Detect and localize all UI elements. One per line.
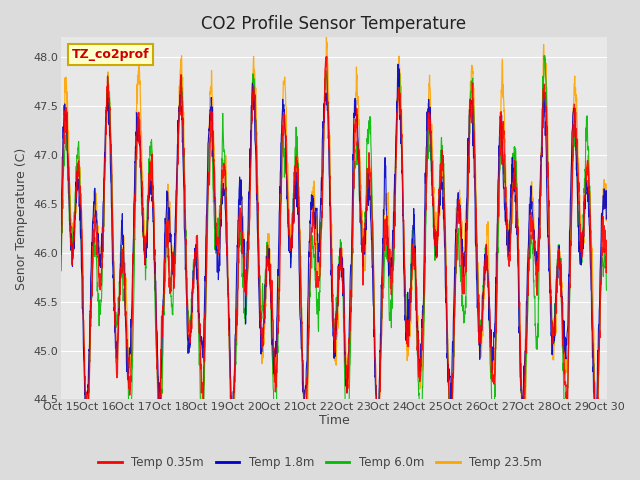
Y-axis label: Senor Temperature (C): Senor Temperature (C) <box>15 147 28 289</box>
Text: TZ_co2prof: TZ_co2prof <box>72 48 150 61</box>
X-axis label: Time: Time <box>319 414 349 427</box>
Title: CO2 Profile Sensor Temperature: CO2 Profile Sensor Temperature <box>202 15 467 33</box>
Legend: Temp 0.35m, Temp 1.8m, Temp 6.0m, Temp 23.5m: Temp 0.35m, Temp 1.8m, Temp 6.0m, Temp 2… <box>93 452 547 474</box>
